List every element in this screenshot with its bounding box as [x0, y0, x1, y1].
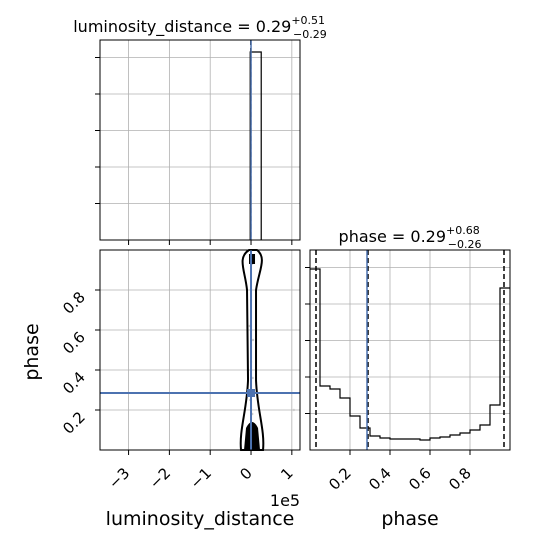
ld-hist-grid: [100, 40, 300, 240]
joint-y-ticks: 0.2 0.4 0.6 0.8: [59, 288, 100, 438]
joint-sample-10: [292, 408, 296, 412]
ld-title-value: 0.29: [256, 17, 292, 36]
joint-ytick-label-2: 0.6: [59, 328, 89, 358]
phase-hist-lines: [315, 250, 505, 450]
joint-truth-lines: [100, 250, 300, 450]
joint-panel: −3 −2 −1 0 1 0.2 0.4 0.6 0.8 1e5 luminosity_dis…: [21, 249, 301, 530]
ld-hist-bin-0: [249, 51, 262, 240]
ld-hist-ticks: [95, 57, 293, 245]
joint-x-ticks: −3 −2 −1 0 1: [105, 450, 297, 492]
ld-hist-panel: luminosity_distance = 0.29+0.51 −0.29: [73, 14, 327, 245]
phase-xtick-label-1: 0.4: [365, 464, 395, 494]
joint-x-axis-label: luminosity_distance: [106, 508, 295, 530]
ld-title-name: luminosity_distance: [73, 17, 232, 37]
joint-frame: [99, 249, 301, 451]
ld-title-equals: =: [232, 17, 256, 36]
phase-x-axis-label: phase: [381, 508, 438, 530]
joint-ytick-label-0: 0.2: [59, 408, 89, 438]
phase-hist-step: [310, 268, 510, 441]
joint-y-axis-label: phase: [21, 323, 43, 380]
joint-contour-outer: [239, 249, 265, 451]
phase-title-plus: +0.68: [446, 224, 480, 237]
joint-grid: [100, 250, 300, 450]
x-multiplier-label: 1e5: [270, 491, 300, 510]
phase-hist-panel: 0.2 0.4 0.6 0.8 phase = 0.29+0.68 −0.26 phas…: [305, 224, 511, 530]
joint-xtick-label-1: −2: [146, 464, 174, 492]
phase-xtick-label-2: 0.6: [405, 464, 435, 494]
ld-hist-title: luminosity_distance = 0.29+0.51 −0.29: [73, 14, 327, 41]
phase-title-name: phase: [339, 227, 387, 246]
phase-hist-title: phase = 0.29+0.68 −0.26: [339, 224, 482, 251]
ld-title-minus: −0.29: [293, 28, 327, 41]
joint-contours: [239, 249, 265, 451]
joint-ytick-label-3: 0.8: [59, 288, 89, 318]
joint-xtick-label-4: 1: [277, 464, 296, 483]
joint-density-bottom: [244, 422, 261, 450]
phase-xtick-label-0: 0.2: [325, 464, 355, 494]
phase-hist-frame: [309, 249, 511, 451]
joint-xtick-label-0: −3: [105, 464, 133, 492]
joint-xtick-label-2: −1: [187, 464, 215, 492]
phase-hist-grid: [310, 250, 510, 450]
joint-sample-5: [251, 376, 254, 380]
joint-sample-3: [251, 338, 255, 342]
ld-hist-frame: [99, 39, 301, 241]
ld-hist-bars: [249, 51, 262, 240]
phase-xtick-label-3: 0.8: [445, 464, 475, 494]
phase-title-minus: −0.26: [448, 238, 482, 251]
phase-title-value: 0.29: [410, 227, 446, 246]
phase-title-equals: =: [387, 227, 411, 246]
joint-ytick-label-1: 0.4: [59, 368, 89, 398]
joint-truth-marker: [247, 389, 256, 397]
joint-xtick-label-3: 0: [236, 464, 255, 483]
ld-title-plus: +0.51: [291, 14, 325, 27]
